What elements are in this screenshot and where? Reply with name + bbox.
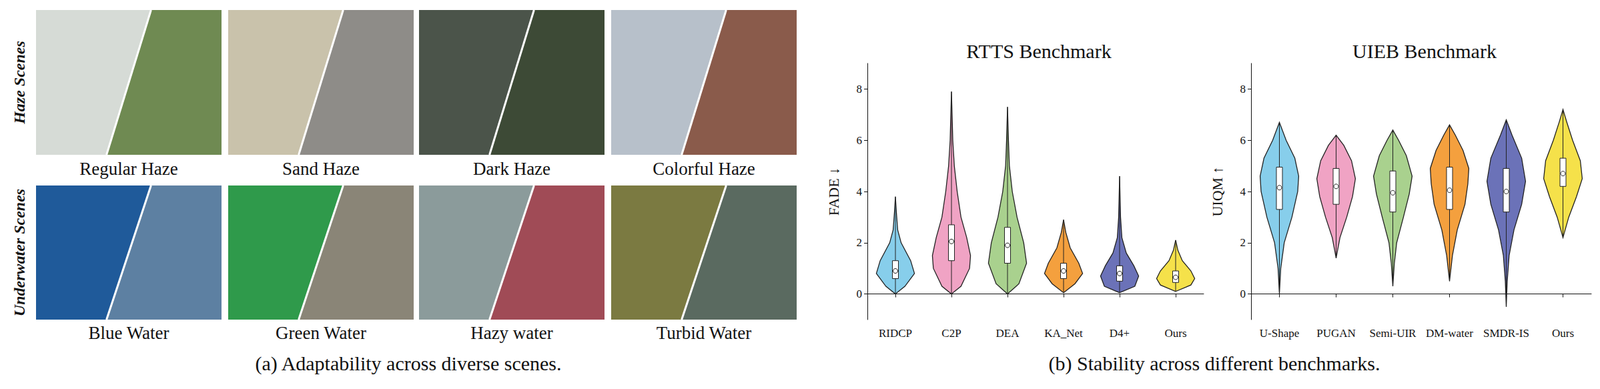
html-text:(b) Stability across different: (b) Stability across different benchmark… xyxy=(1048,352,1381,375)
svg-text:DEA: DEA xyxy=(996,326,1021,340)
svg-text:6: 6 xyxy=(1240,134,1247,147)
svg-text:Underwater Scenes: Underwater Scenes xyxy=(10,188,29,317)
svg-text:Dark Haze: Dark Haze xyxy=(473,158,551,179)
svg-text:Green Water: Green Water xyxy=(275,322,367,343)
svg-text:0: 0 xyxy=(856,287,863,301)
svg-text:Turbid Water: Turbid Water xyxy=(656,322,752,343)
svg-text:4: 4 xyxy=(1240,185,1247,199)
svg-text:UIQM ↑: UIQM ↑ xyxy=(1209,166,1226,217)
svg-text:2: 2 xyxy=(1240,236,1247,249)
svg-text:Semi-UIR: Semi-UIR xyxy=(1369,326,1418,340)
svg-text:8: 8 xyxy=(856,82,863,96)
svg-text:Hazy water: Hazy water xyxy=(470,322,554,343)
svg-text:Blue Water: Blue Water xyxy=(88,322,169,343)
html-text:(a) Adaptability across divers: (a) Adaptability across diverse scenes. xyxy=(255,352,562,375)
svg-text:U-Shape: U-Shape xyxy=(1259,326,1300,340)
svg-text:Ours: Ours xyxy=(1551,326,1574,340)
svg-text:Colorful Haze: Colorful Haze xyxy=(652,158,756,179)
svg-text:6: 6 xyxy=(856,134,863,147)
svg-text:4: 4 xyxy=(856,185,863,199)
svg-text:D4+: D4+ xyxy=(1109,326,1130,340)
svg-text:FADE ↓: FADE ↓ xyxy=(825,167,843,216)
svg-text:KA_Net: KA_Net xyxy=(1044,326,1083,340)
svg-text:Sand Haze: Sand Haze xyxy=(282,158,360,179)
svg-text:2: 2 xyxy=(856,236,863,249)
svg-text:PUGAN: PUGAN xyxy=(1316,326,1356,340)
svg-text:0: 0 xyxy=(1240,287,1247,301)
svg-text:UIEB Benchmark: UIEB Benchmark xyxy=(1352,40,1497,63)
svg-text:SMDR-IS: SMDR-IS xyxy=(1483,326,1530,340)
svg-text:DM-water: DM-water xyxy=(1425,326,1474,340)
svg-text:8: 8 xyxy=(1240,82,1247,96)
svg-text:RIDCP: RIDCP xyxy=(878,326,913,340)
svg-text:Ours: Ours xyxy=(1164,326,1187,340)
svg-text:C2P: C2P xyxy=(941,326,961,340)
svg-text:Haze Scenes: Haze Scenes xyxy=(10,40,29,125)
svg-text:RTTS Benchmark: RTTS Benchmark xyxy=(966,40,1111,63)
svg-text:Regular Haze: Regular Haze xyxy=(79,158,179,179)
